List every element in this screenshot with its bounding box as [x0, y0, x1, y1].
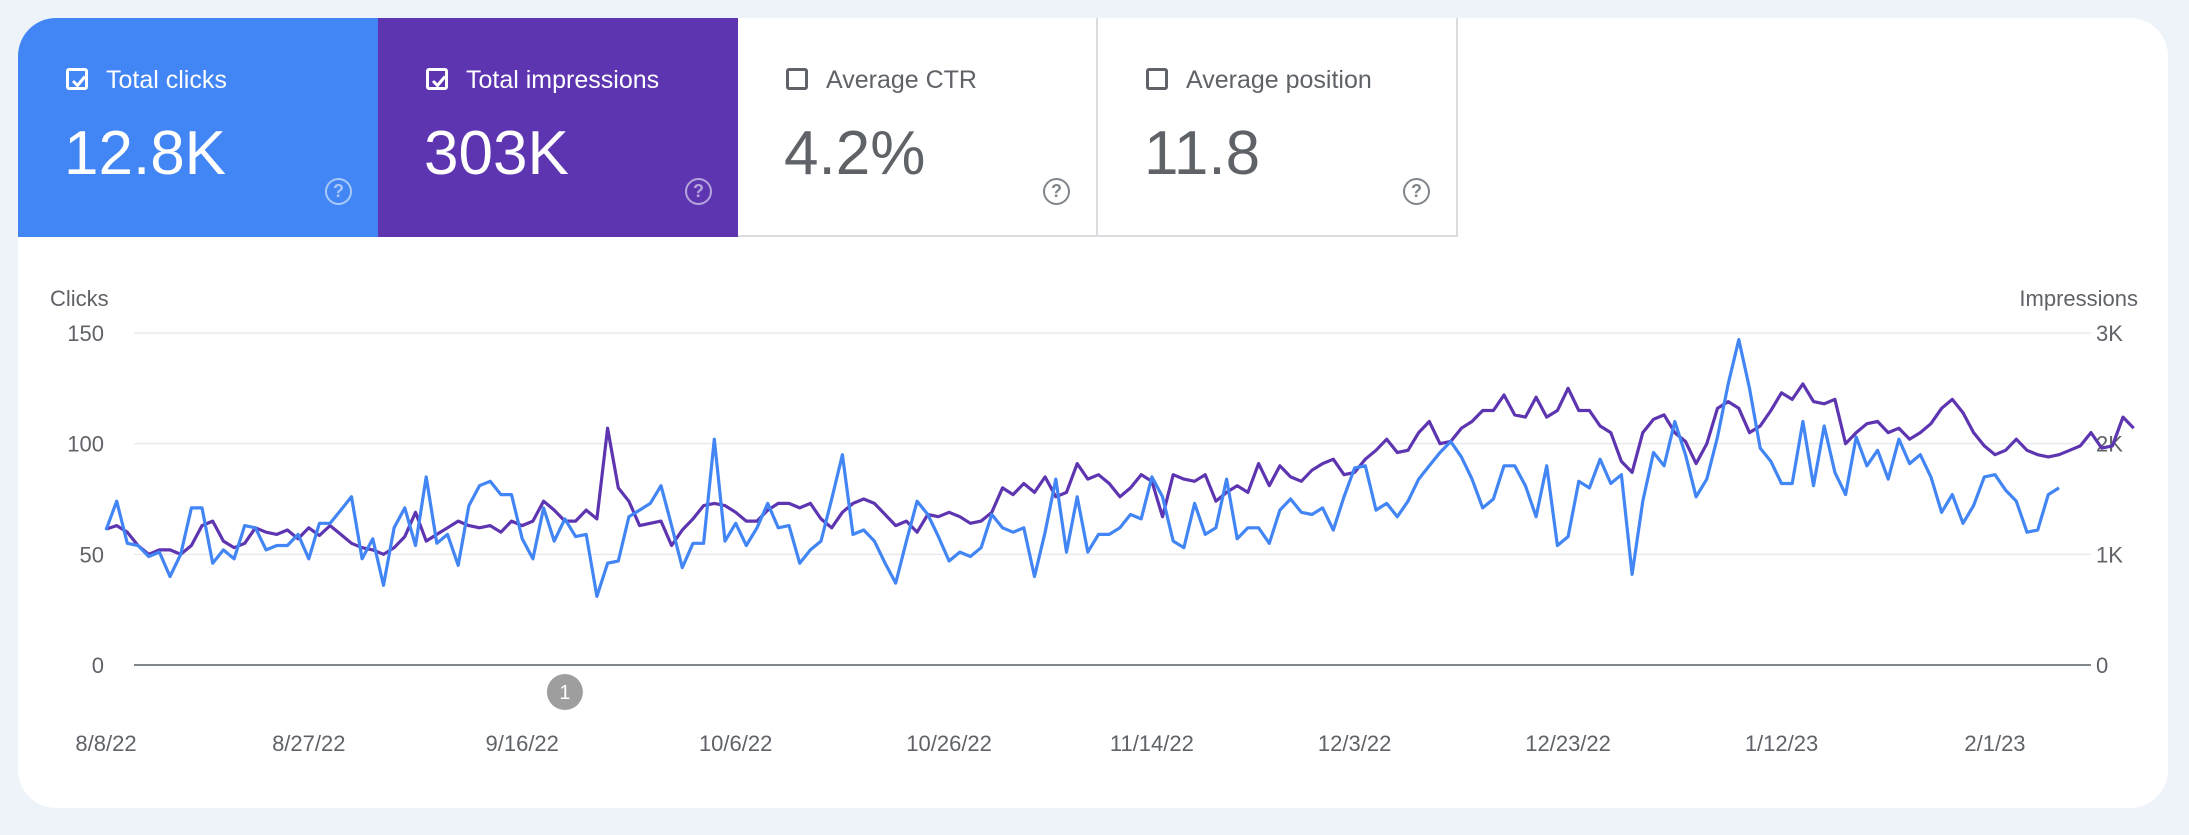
metric-total-clicks[interactable]: Total clicks 12.8K ?: [18, 18, 378, 237]
help-icon[interactable]: ?: [685, 178, 712, 205]
left-tick-label: 50: [80, 542, 104, 567]
right-tick-label: 1K: [2096, 542, 2123, 567]
x-tick-label: 11/14/22: [1110, 731, 1194, 756]
total-clicks-checkbox[interactable]: [66, 68, 88, 90]
left-tick-label: 150: [67, 321, 104, 346]
checkmark-icon: [71, 75, 87, 88]
metric-average-position[interactable]: Average position 11.8 ?: [1098, 18, 1458, 237]
help-icon[interactable]: ?: [325, 178, 352, 205]
average-ctr-value: 4.2%: [784, 119, 926, 188]
checkmark-icon: [431, 75, 447, 88]
x-tick-label: 8/8/22: [75, 731, 136, 756]
performance-card: Total clicks 12.8K ? Total impressions 3…: [18, 18, 2168, 808]
average-ctr-label: Average CTR: [826, 66, 977, 94]
x-tick-label: 12/3/22: [1318, 731, 1391, 756]
performance-chart: Clicks Impressions 05010015001K2K3K8/8/2…: [50, 286, 2138, 756]
x-tick-label: 2/1/23: [1964, 731, 2025, 756]
x-tick-label: 10/26/22: [906, 731, 992, 756]
left-tick-label: 0: [92, 653, 104, 678]
total-clicks-value: 12.8K: [64, 119, 227, 188]
total-clicks-label: Total clicks: [106, 66, 227, 94]
annotation-label: 1: [559, 682, 570, 704]
annotation-marker[interactable]: 1: [546, 674, 583, 710]
average-position-checkbox[interactable]: [1146, 68, 1168, 90]
help-icon[interactable]: ?: [1403, 178, 1430, 205]
x-tick-label: 8/27/22: [272, 731, 345, 756]
x-tick-label: 1/12/23: [1745, 731, 1818, 756]
help-icon[interactable]: ?: [1043, 178, 1070, 205]
average-position-label: Average position: [1186, 66, 1372, 94]
total-impressions-label: Total impressions: [466, 66, 660, 94]
x-tick-label: 9/16/22: [486, 731, 559, 756]
annotation-circle[interactable]: [546, 674, 583, 710]
right-tick-label: 3K: [2096, 321, 2123, 346]
metric-total-impressions[interactable]: Total impressions 303K ?: [378, 18, 738, 237]
average-position-value: 11.8: [1144, 119, 1261, 188]
left-axis-title: Clicks: [50, 286, 109, 311]
total-impressions-value: 303K: [424, 119, 569, 188]
x-tick-label: 10/6/22: [699, 731, 772, 756]
x-tick-label: 12/23/22: [1525, 731, 1611, 756]
left-tick-label: 100: [67, 432, 104, 457]
metric-average-ctr[interactable]: Average CTR 4.2% ?: [738, 18, 1098, 237]
right-axis-title: Impressions: [2019, 286, 2138, 311]
total-impressions-checkbox[interactable]: [426, 68, 448, 90]
average-ctr-checkbox[interactable]: [786, 68, 808, 90]
right-tick-label: 0: [2096, 653, 2108, 678]
series-line-total-clicks: [104, 338, 2060, 599]
series-line-total-impressions: [105, 382, 2135, 556]
